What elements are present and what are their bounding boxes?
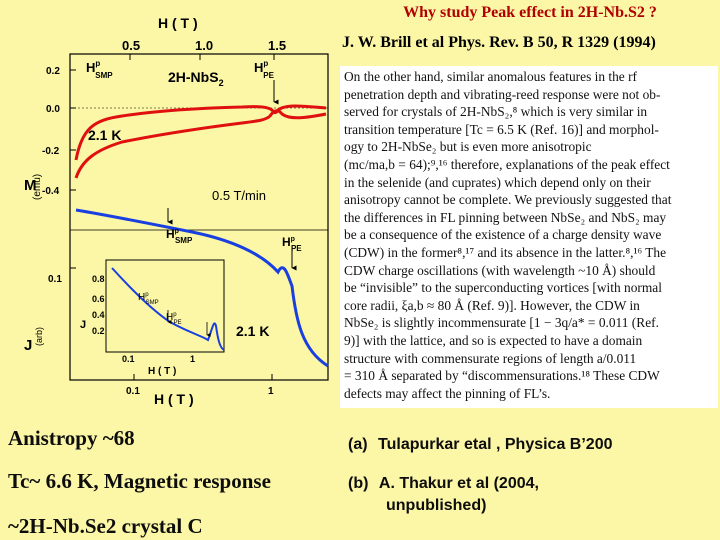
- excerpt-line: (CDW) in the former⁸,¹⁷ and its absence …: [344, 244, 667, 260]
- inset-curve: [111, 267, 225, 351]
- reference-b-marker: (b): [348, 475, 369, 492]
- upper-unit: (emu): [32, 174, 43, 200]
- excerpt-line: in the selenide (and cuprates) which dep…: [344, 174, 651, 190]
- hp-pe-upper-label: Hp PE: [254, 59, 275, 80]
- excerpt-line: ogy to 2H-NbSe₂ but is even more anisotr…: [344, 139, 592, 155]
- sample-label: 2H-NbS2: [168, 69, 224, 88]
- figure-panel: H ( T ) 0.5 1.0 1.5 0.2 0.0 -0.2 -0.4 M …: [2, 10, 338, 408]
- inset-ytick-label: 0.8: [92, 274, 105, 284]
- reference-b-text-cont: unpublished): [386, 497, 487, 514]
- temp-upper-label: 2.1 K: [88, 127, 121, 143]
- magnetization-lower-branch: [74, 109, 327, 179]
- excerpt-line: be a consequence of the existence of a c…: [344, 227, 662, 243]
- upper-ytick-label: -0.2: [42, 146, 60, 157]
- excerpt-text: On the other hand, similar anomalous fea…: [344, 68, 714, 402]
- top-tick-label: 1.0: [195, 38, 213, 53]
- lower-ytick-label: 0.1: [48, 274, 62, 285]
- reference-a-text: Tulapurkar etal , Physica B’200: [378, 436, 613, 453]
- excerpt-line: NbSe₂ is slightly incommensurate [1 − 3q…: [344, 315, 659, 331]
- current-curve: [75, 208, 329, 368]
- bottom-tick-label: 0.1: [126, 386, 140, 397]
- top-tick-label: 0.5: [122, 38, 140, 53]
- notes-area: [0, 408, 720, 540]
- lower-ylabel: J: [24, 337, 32, 354]
- upper-ylabel: M: [24, 177, 37, 194]
- top-tick-label: 1.5: [268, 38, 286, 53]
- inset-frame: [105, 259, 225, 353]
- inset-hp-smp: Hp SMP: [138, 292, 159, 306]
- bottom-axis-title: H ( T ): [154, 391, 194, 407]
- reference-a-marker: (a): [348, 436, 368, 453]
- upper-ytick-label: 0.0: [46, 104, 60, 115]
- inset-xtick-label: 0.1: [122, 354, 135, 364]
- rate-label: 0.5 T/min: [212, 188, 266, 203]
- excerpt-line: be “invisible” to the superconducting vo…: [344, 280, 662, 296]
- reference-b-text: A. Thakur et al (2004,: [378, 475, 539, 492]
- upper-ytick-label: -0.4: [42, 186, 60, 197]
- excerpt-line: anisotropy cannot be complete. We previo…: [344, 192, 672, 208]
- inset-ytick-label: 0.6: [92, 294, 105, 304]
- hp-smp-lower-label: Hp SMP: [166, 227, 193, 245]
- excerpt-line: defects may affect the pinning of FL’s.: [344, 385, 551, 401]
- excerpt-line: transition temperature [Tc = 6.5 K (Ref.…: [344, 121, 659, 137]
- note-crystal: ~2H-Nb.Se2 crystal C: [8, 514, 203, 538]
- hp-smp-upper-label: Hp SMP: [86, 59, 113, 80]
- excerpt-line: the differences in FL pinning between Nb…: [344, 209, 667, 225]
- plot-frame: [69, 53, 329, 381]
- reference-a: (a) Tulapurkar etal , Physica B’200: [348, 436, 613, 454]
- excerpt-line: structure with commensurate regions of l…: [344, 350, 637, 366]
- excerpt-line: CDW charge oscillations (with wavelength…: [344, 262, 656, 278]
- excerpt-line: On the other hand, similar anomalous fea…: [344, 69, 638, 84]
- top-axis-title: H ( T ): [158, 15, 198, 31]
- hp-pe-lower-label: Hp PE: [282, 235, 302, 253]
- note-anisotropy: Anistropy ~68: [8, 426, 135, 450]
- inset-xtick-label: 1: [190, 354, 195, 364]
- excerpt-line: = 310 Å separated by “discommensurations…: [344, 368, 660, 384]
- slide-title: Why study Peak effect in 2H-Nb.S2 ?: [403, 4, 657, 21]
- inset-ytick-label: 0.4: [92, 310, 105, 320]
- citation: J. W. Brill et al Phys. Rev. B 50, R 132…: [342, 34, 656, 51]
- excerpt-line: 9)] with the lattice, and so is expected…: [344, 332, 643, 348]
- inset-ytick-label: 0.2: [92, 326, 105, 336]
- inset-hp-pe: Hp PE: [166, 312, 182, 326]
- temp-lower-label: 2.1 K: [236, 323, 269, 339]
- paper-excerpt: On the other hand, similar anomalous fea…: [340, 66, 718, 420]
- excerpt-line: core radii, ξa,b ≈ 80 Å (Ref. 9)]. Howev…: [344, 297, 640, 313]
- inset-xlabel: H ( T ): [148, 366, 176, 377]
- inset-ylabel: J: [80, 319, 86, 331]
- excerpt-line: served for crystals of 2H-NbS₂,⁸ which i…: [344, 104, 648, 120]
- bottom-tick-label: 1: [268, 386, 274, 397]
- figure-plot: H ( T ) 0.5 1.0 1.5 0.2 0.0 -0.2 -0.4 M …: [24, 15, 329, 407]
- note-tc: Tc~ 6.6 K, Magnetic response: [8, 469, 271, 493]
- lower-unit: (arb): [34, 327, 44, 346]
- upper-ytick-label: 0.2: [46, 66, 60, 77]
- reference-b: (b) A. Thakur et al (2004,: [348, 475, 539, 493]
- excerpt-line: (mc/ma,b = 64);⁹,¹⁶ therefore, explanati…: [344, 156, 670, 172]
- excerpt-line: penetration depth and vibrating-reed res…: [344, 86, 661, 102]
